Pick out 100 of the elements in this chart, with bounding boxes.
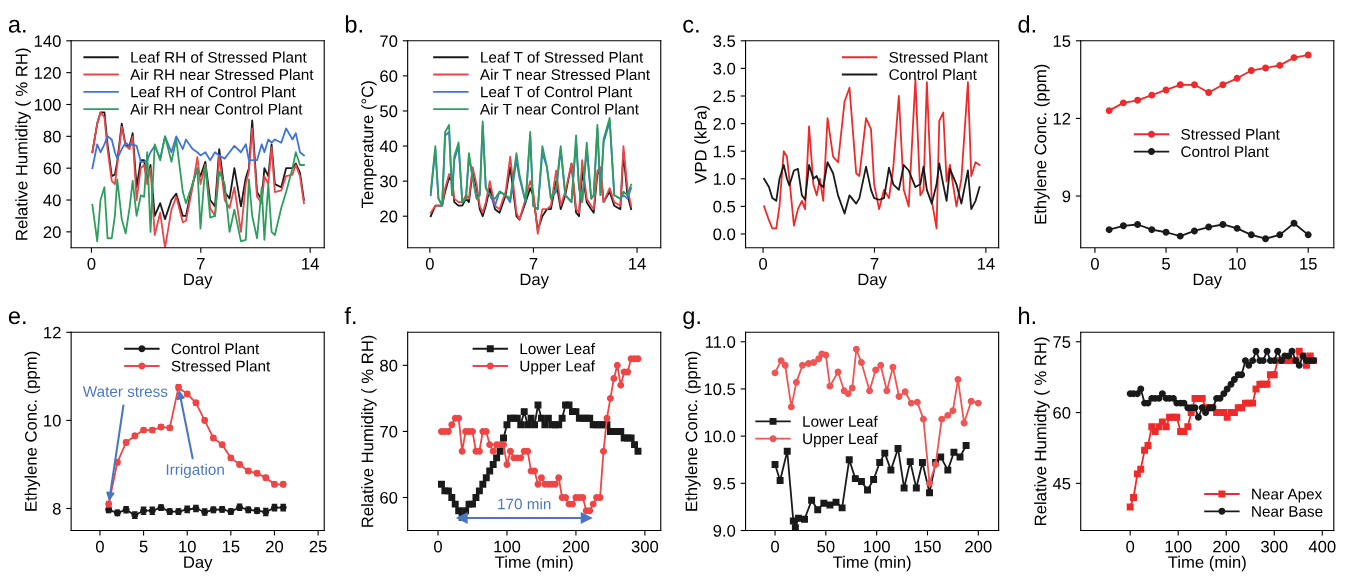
legend-label: Lower Leaf bbox=[520, 343, 595, 355]
x-tick-label: 200 bbox=[965, 540, 992, 553]
x-tick-label: 14 bbox=[302, 258, 319, 270]
x-tick-label: 7 bbox=[529, 258, 538, 270]
x-tick-label: 300 bbox=[1260, 540, 1288, 553]
legend-label: Air RH near Stressed Plant bbox=[130, 68, 314, 81]
x-tick-label: 0 bbox=[1126, 540, 1135, 553]
y-tick-label: 0.5 bbox=[713, 200, 736, 213]
x-tick-label: 20 bbox=[266, 540, 284, 553]
y-tick-label: 80 bbox=[380, 359, 398, 372]
x-tick-label: 0 bbox=[425, 257, 434, 270]
y-tick-label: 2.5 bbox=[713, 90, 736, 103]
legend-label: Leaf RH of Stressed Plant bbox=[131, 51, 307, 63]
legend-label: Stressed Plant bbox=[1181, 128, 1280, 140]
x-tick-label: 100 bbox=[494, 540, 521, 553]
annotation: Irrigation bbox=[166, 463, 224, 478]
x-tick-label: 15 bbox=[1300, 258, 1317, 270]
x-tick-label: 300 bbox=[631, 540, 659, 553]
x-axis-title: Time (min) bbox=[832, 555, 911, 572]
legend-label: Leaf T of Control Plant bbox=[481, 86, 633, 98]
y-tick-label: 70 bbox=[380, 35, 398, 48]
x-axis-title: Day bbox=[1193, 273, 1223, 289]
y-tick-label: 10.5 bbox=[704, 383, 736, 396]
legend-label: Near Base bbox=[1252, 506, 1323, 517]
x-tick-label: 100 bbox=[864, 540, 890, 553]
y-tick-label: 140 bbox=[34, 35, 61, 48]
y-tick-label: 80 bbox=[43, 130, 61, 143]
chart-title: h. bbox=[1019, 306, 1035, 324]
y-tick-label: 75 bbox=[1053, 336, 1071, 348]
y-tick-label: 1.5 bbox=[713, 145, 736, 158]
legend-label: Stressed Plant bbox=[889, 51, 988, 63]
chart-title: e. bbox=[8, 311, 26, 325]
y-axis-title: Temperature (°C) bbox=[361, 81, 377, 208]
chart-title: d. bbox=[1018, 15, 1035, 33]
y-axis-title: Relative Humidty ( % RH) bbox=[1034, 337, 1050, 525]
x-tick-label: 5 bbox=[139, 540, 148, 553]
legend-label: Leaf T of Stressed Plant bbox=[481, 51, 644, 63]
y-tick-label: 70 bbox=[380, 425, 398, 438]
x-axis-title: Day bbox=[184, 273, 213, 289]
x-tick-label: 25 bbox=[309, 540, 327, 553]
legend-label: Stressed Plant bbox=[171, 360, 271, 372]
x-tick-label: 0 bbox=[434, 540, 442, 553]
x-tick-label: 15 bbox=[222, 540, 240, 553]
legend-label: Upper Leaf bbox=[803, 432, 878, 448]
y-tick-label: 11.0 bbox=[705, 336, 736, 348]
y-tick-label: 60 bbox=[380, 491, 398, 504]
y-tick-label: 50 bbox=[380, 105, 398, 118]
legend-label: Air T near Control Plant bbox=[479, 103, 639, 115]
legend-label: Upper Leaf bbox=[520, 360, 595, 375]
y-tick-label: 3.0 bbox=[713, 62, 736, 75]
y-tick-label: 8 bbox=[52, 502, 61, 515]
x-tick-label: 10 bbox=[179, 540, 196, 553]
y-tick-label: 2.0 bbox=[713, 118, 736, 130]
x-tick-label: 7 bbox=[870, 258, 879, 270]
x-tick-label: 0 bbox=[759, 257, 768, 270]
y-tick-label: 9 bbox=[1062, 190, 1071, 203]
x-axis-title: Day bbox=[858, 273, 887, 289]
y-tick-label: 20 bbox=[380, 210, 398, 223]
chart-title: g. bbox=[683, 311, 700, 329]
legend-label: Lower Leaf bbox=[803, 415, 878, 427]
x-tick-label: 5 bbox=[1162, 258, 1170, 270]
x-tick-label: 0 bbox=[1090, 257, 1099, 270]
y-axis-title: Ethylene Conc. (ppm) bbox=[1034, 64, 1050, 224]
legend-label: Control Plant bbox=[889, 68, 977, 81]
y-tick-label: 60 bbox=[1053, 406, 1071, 419]
x-tick-label: 0 bbox=[771, 540, 780, 553]
y-tick-label: 1.0 bbox=[713, 173, 736, 185]
legend-label: Control Plant bbox=[1181, 145, 1269, 158]
y-axis-title: VPD (kPa) bbox=[694, 105, 710, 184]
x-axis-title: Time (min) bbox=[1168, 555, 1246, 572]
x-tick-label: 400 bbox=[1308, 540, 1336, 553]
y-tick-label: 3.5 bbox=[713, 35, 736, 48]
y-tick-label: 12 bbox=[1053, 112, 1071, 125]
y-axis-title: Ethylene Conc. (ppm) bbox=[685, 351, 701, 511]
legend-label: Air RH near Control Plant bbox=[130, 103, 303, 115]
y-tick-label: 120 bbox=[34, 67, 61, 79]
y-tick-label: 60 bbox=[380, 70, 398, 83]
legend-label: Near Apex bbox=[1252, 488, 1323, 503]
x-tick-label: 200 bbox=[1213, 540, 1240, 553]
y-tick-label: 10 bbox=[44, 414, 61, 427]
y-tick-label: 9.0 bbox=[713, 524, 736, 537]
x-axis-title: Day bbox=[520, 273, 549, 289]
x-tick-label: 10 bbox=[1229, 257, 1246, 270]
y-tick-label: 15 bbox=[1053, 35, 1071, 48]
annotation: Water stress bbox=[82, 386, 168, 397]
y-axis-title: Ethylene Conc. (ppm) bbox=[24, 351, 41, 511]
chart-title: f. bbox=[344, 306, 356, 324]
y-tick-label: 40 bbox=[43, 194, 61, 207]
x-tick-label: 0 bbox=[87, 257, 96, 270]
y-tick-label: 0.0 bbox=[713, 228, 736, 241]
y-tick-label: 10.0 bbox=[704, 430, 736, 443]
y-tick-label: 100 bbox=[34, 98, 61, 111]
x-tick-label: 200 bbox=[562, 540, 590, 553]
annotation: 170 min bbox=[498, 498, 551, 510]
x-tick-label: 100 bbox=[1165, 540, 1192, 553]
legend-label: Leaf RH of Control Plant bbox=[131, 86, 296, 98]
y-tick-label: 45 bbox=[1052, 477, 1071, 490]
y-tick-label: 12 bbox=[44, 326, 61, 339]
y-axis-title: Relative Humidity ( % RH) bbox=[361, 335, 377, 527]
x-tick-label: 150 bbox=[914, 540, 941, 553]
